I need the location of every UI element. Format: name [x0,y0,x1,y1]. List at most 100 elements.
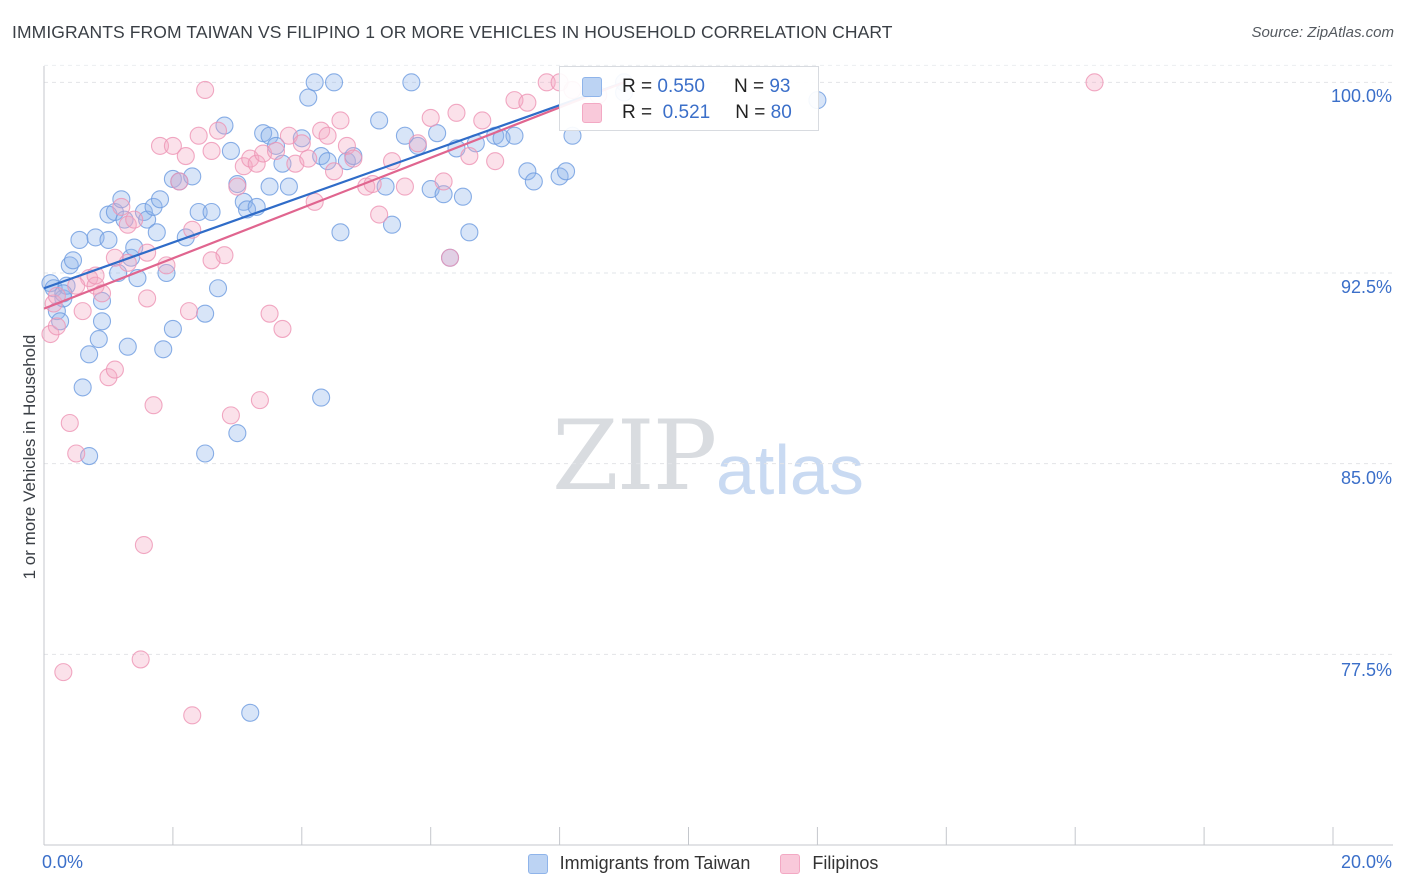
x-tick-label-max: 20.0% [1340,852,1392,872]
taiwan-point [318,152,337,171]
filipino-point [447,103,466,122]
filipino-point [221,406,240,425]
filipino-point [518,93,537,112]
filipino-point [138,289,157,308]
legend-row-taiwan: R = 0.550 N = 93 [582,74,790,100]
x-tick-label-min: 0.0% [42,852,84,872]
taiwan-point [260,126,279,145]
taiwan-point [196,444,215,463]
taiwan-point [92,312,112,331]
filipino-point [60,413,79,433]
y-tick-label-85: 85.0% [1340,468,1392,488]
taiwan-point [331,223,350,242]
legend-n-label: N = [735,102,766,123]
filipino-point [247,154,266,173]
y-tick-label-92-5: 92.5% [1340,277,1392,297]
filipino-point [99,368,118,387]
filipino-point [157,256,176,275]
filipino-point [273,319,292,338]
filipino-point [434,172,453,191]
taiwan-point [147,223,166,242]
taiwan-point [260,177,279,196]
taiwan-point [208,279,228,298]
taiwan-point [305,73,324,92]
chart-title: IMMIGRANTS FROM TAIWAN VS FILIPINO 1 OR … [12,22,893,42]
legend-swatch-filipinos [582,103,602,123]
taiwan-point [202,202,221,222]
series-swatch-filipinos [780,853,801,874]
taiwan-point [157,263,176,283]
taiwan-point [556,162,576,181]
taiwan-point [150,190,170,209]
filipino-point [486,152,505,171]
filipino-point [189,126,208,145]
taiwan-point [241,703,260,722]
legend-swatch-taiwan [582,77,602,97]
filipino-point [202,251,221,270]
axes [43,66,1393,846]
filipino-point [473,111,492,130]
filipino-point [176,147,195,166]
legend-r-value: 0.550 [657,76,705,97]
taiwan-point [89,330,108,349]
filipino-point [163,136,182,155]
taiwan-point [73,378,92,397]
taiwan-point [99,230,118,250]
series-legend-taiwan[interactable]: Immigrants from Taiwan [527,853,751,874]
filipino-point [208,121,228,140]
taiwan-point [453,187,472,206]
taiwan-point [312,388,331,407]
filipino-point [408,134,427,153]
filipino-point [460,147,479,166]
legend-r-label: R = [622,102,653,123]
taiwan-point [505,126,524,145]
filipino-point [118,253,137,272]
filipino-point [370,205,389,224]
series-legend: Immigrants from Taiwan Filipinos [0,853,1406,874]
taiwan-point [189,202,208,222]
legend-n-label: N = [733,76,765,97]
taiwan-point [428,124,447,143]
series-name-taiwan: Immigrants from Taiwan [559,853,751,873]
filipino-point [183,706,202,725]
taiwan-point [60,256,79,275]
taiwan-point [163,319,182,338]
filipino-point [299,149,318,168]
filipino-point [125,210,144,229]
legend-n-value: 93 [769,76,791,97]
filipino-point [421,108,440,127]
filipino-point [131,650,150,669]
filipino-point [260,304,279,323]
legend-r-label: R = [622,76,653,97]
filipino-point [47,317,66,336]
taiwan-point [228,424,247,443]
taiwan-point [144,197,163,216]
taiwan-point [80,345,99,364]
taiwan-point [382,215,402,234]
filipino-point [112,197,131,216]
filipino-point [202,141,221,161]
series-legend-filipinos[interactable]: Filipinos [780,853,878,874]
taiwan-point [370,111,389,130]
taiwan-point [154,340,173,359]
series-name-filipinos: Filipinos [812,853,879,873]
legend-row-filipinos: R = 0.521 N = 80 [582,100,792,126]
filipino-point [344,149,363,168]
y-axis-label: 1 or more Vehicles in Household [20,334,39,580]
filipino-point [537,73,556,92]
taiwan-point [51,312,70,331]
filipino-point [105,360,124,379]
taiwan-point [434,185,453,204]
trend-lines [43,81,625,310]
taiwan-point [221,141,240,161]
filipino-point [318,126,337,145]
filipino-point [54,663,73,682]
watermark-atlas: atlas [716,431,864,509]
source-label: Source: ZipAtlas.com [1251,24,1394,41]
legend-r-value: 0.521 [662,102,711,123]
filipino-point [196,80,215,100]
filipino-point [144,396,163,415]
taiwan-point [299,88,318,107]
filipino-point [292,134,311,153]
